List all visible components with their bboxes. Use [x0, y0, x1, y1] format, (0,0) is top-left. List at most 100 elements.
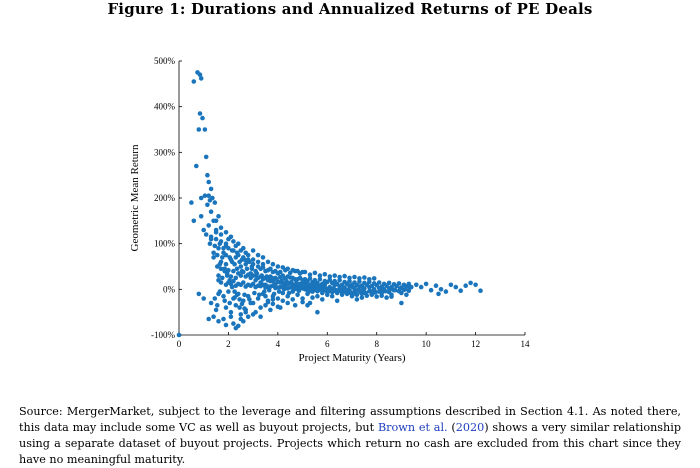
x-axis-label: Project Maturity (Years) — [298, 352, 405, 364]
data-point — [229, 284, 235, 290]
data-point — [243, 309, 248, 315]
data-point — [312, 270, 318, 276]
data-point — [198, 195, 204, 201]
data-point — [232, 289, 237, 294]
data-point — [265, 267, 271, 273]
data-point — [458, 288, 464, 294]
data-point — [213, 227, 219, 233]
data-point — [202, 127, 208, 132]
data-point — [226, 289, 231, 294]
data-point — [274, 277, 279, 282]
data-point — [352, 274, 357, 280]
data-point — [250, 273, 256, 278]
data-point — [329, 280, 335, 286]
x-tick-label: 4 — [276, 339, 281, 349]
data-point — [216, 277, 221, 283]
data-point — [404, 292, 409, 298]
data-point — [300, 286, 305, 291]
data-point — [250, 281, 256, 287]
data-point — [242, 306, 247, 311]
data-point — [206, 223, 211, 228]
data-point — [279, 277, 284, 283]
data-point — [231, 278, 236, 284]
data-point — [379, 290, 385, 296]
data-point — [263, 293, 268, 299]
data-point — [213, 307, 219, 313]
data-point — [245, 252, 251, 258]
data-point — [379, 284, 385, 289]
data-point — [289, 279, 294, 285]
data-point — [245, 282, 251, 288]
data-point — [234, 292, 240, 298]
data-point — [344, 291, 350, 297]
data-point — [206, 179, 211, 185]
data-point — [295, 292, 300, 298]
data-point — [233, 275, 239, 281]
data-point — [217, 261, 223, 267]
data-point — [211, 250, 216, 256]
data-point — [247, 297, 252, 302]
data-point — [227, 277, 232, 283]
data-point — [270, 261, 276, 267]
data-point — [320, 281, 325, 287]
data-point — [418, 284, 424, 290]
data-point — [200, 115, 205, 121]
data-point — [280, 273, 286, 278]
data-point — [374, 294, 380, 299]
data-point — [201, 296, 206, 301]
data-point — [245, 272, 251, 278]
y-tick-label: 100% — [154, 239, 176, 249]
data-point — [198, 76, 204, 81]
data-point — [249, 266, 255, 272]
source-note-text-2: ) shows a very similar relationship usin… — [19, 421, 681, 466]
data-point — [260, 282, 266, 288]
data-point — [270, 283, 276, 289]
data-point — [290, 285, 296, 290]
data-point — [250, 261, 256, 267]
data-point — [208, 209, 214, 214]
data-point — [245, 314, 251, 320]
data-point — [194, 163, 199, 169]
data-point — [231, 239, 236, 244]
data-point — [433, 283, 439, 289]
x-tick-label: 0 — [177, 339, 182, 349]
data-point — [203, 232, 209, 237]
y-tick-label: -100% — [151, 330, 175, 340]
data-point — [313, 284, 319, 289]
data-point — [285, 300, 291, 306]
data-point — [337, 277, 342, 283]
citation-author-link[interactable]: Brown et al. — [377, 421, 448, 434]
data-point — [223, 305, 229, 310]
data-point — [292, 303, 298, 308]
data-point — [284, 278, 289, 284]
citation-year-link[interactable]: 2020 — [455, 421, 485, 434]
data-point — [468, 280, 473, 286]
source-note-text: Source: MergerMarket, subject to the lev… — [19, 405, 681, 434]
data-point — [244, 266, 250, 272]
data-point — [254, 271, 260, 276]
data-point — [234, 250, 240, 256]
data-point — [329, 293, 335, 299]
data-point — [260, 277, 266, 282]
data-point — [203, 154, 209, 160]
data-point — [399, 300, 404, 306]
citation-open: ( — [447, 421, 456, 434]
data-point — [228, 309, 234, 315]
data-point — [473, 282, 478, 288]
y-tick-label: 200% — [154, 193, 176, 203]
data-point — [389, 292, 394, 298]
data-point — [357, 279, 362, 284]
data-point — [285, 286, 291, 291]
data-point — [299, 281, 304, 287]
data-point — [228, 314, 234, 320]
data-point — [315, 309, 320, 315]
data-point — [206, 193, 211, 198]
x-tick-label: 2 — [226, 339, 231, 349]
data-point — [218, 239, 224, 244]
data-point — [275, 271, 281, 276]
data-point — [191, 79, 197, 84]
data-point — [295, 287, 300, 292]
data-point — [238, 312, 244, 317]
data-point — [211, 314, 216, 320]
data-point — [280, 298, 286, 304]
